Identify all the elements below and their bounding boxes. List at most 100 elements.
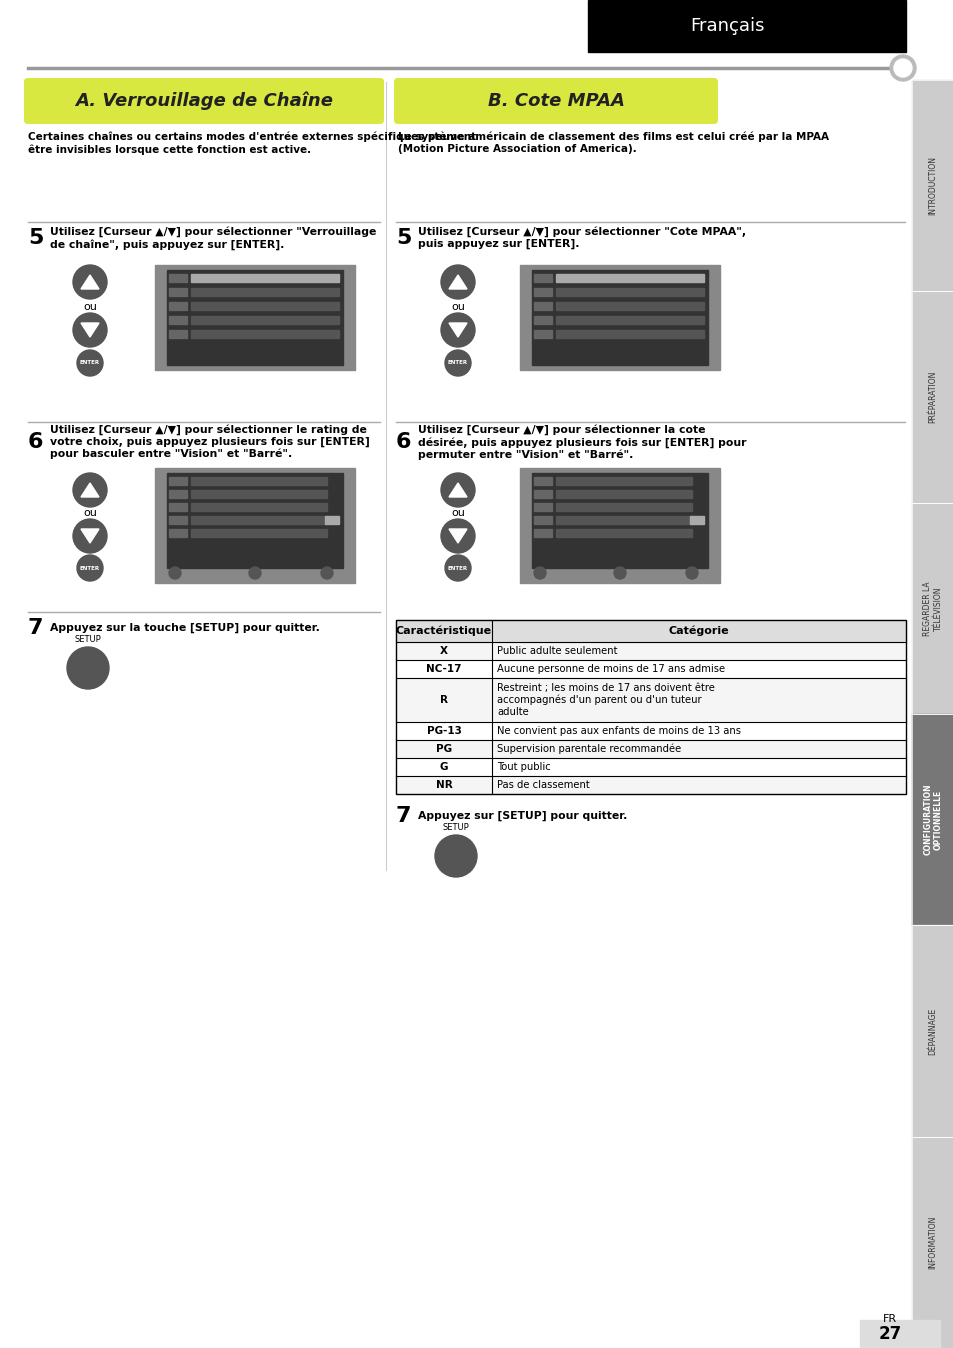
Bar — [169, 528, 187, 537]
Bar — [911, 1136, 953, 1348]
Text: Appuyez sur la touche [SETUP] pour quitter.: Appuyez sur la touche [SETUP] pour quitt… — [50, 623, 319, 634]
Bar — [911, 80, 953, 291]
Polygon shape — [449, 324, 467, 337]
Text: Utilisez [Curseur ▲/▼] pour sélectionner "Cote MPAA",
puis appuyez sur [ENTER].: Utilisez [Curseur ▲/▼] pour sélectionner… — [417, 226, 745, 249]
Circle shape — [889, 55, 915, 81]
Bar — [534, 288, 552, 297]
Bar — [556, 503, 691, 511]
Text: ENTER: ENTER — [80, 566, 100, 570]
Text: ou: ou — [83, 302, 97, 311]
Circle shape — [249, 568, 261, 580]
Bar — [532, 270, 707, 365]
Circle shape — [893, 59, 911, 77]
Bar — [169, 503, 187, 511]
Circle shape — [169, 568, 181, 580]
Text: Appuyez sur [SETUP] pour quitter.: Appuyez sur [SETUP] pour quitter. — [417, 811, 627, 821]
Text: NC-17: NC-17 — [426, 665, 461, 674]
Bar — [191, 302, 338, 310]
Bar — [325, 516, 338, 524]
Bar — [167, 270, 343, 365]
Bar — [395, 678, 905, 723]
Bar — [911, 1136, 953, 1348]
Polygon shape — [449, 483, 467, 497]
Polygon shape — [81, 483, 99, 497]
FancyBboxPatch shape — [394, 78, 718, 124]
Bar — [556, 274, 703, 282]
Text: ou: ou — [451, 302, 464, 311]
Bar — [534, 330, 552, 338]
Bar — [154, 468, 355, 582]
Polygon shape — [449, 275, 467, 288]
Text: Le système américain de classement des films est celui créé par la MPAA
(Motion : Le système américain de classement des f… — [397, 132, 828, 154]
Circle shape — [73, 266, 107, 299]
Text: INTRODUCTION: INTRODUCTION — [927, 156, 937, 216]
Text: INFORMATION: INFORMATION — [927, 1216, 937, 1268]
Text: ENTER: ENTER — [448, 566, 468, 570]
FancyBboxPatch shape — [24, 78, 384, 124]
Bar — [911, 291, 953, 503]
Circle shape — [77, 350, 103, 376]
Bar — [395, 661, 905, 678]
Text: 6: 6 — [395, 431, 411, 452]
Bar — [395, 723, 905, 740]
Circle shape — [444, 350, 471, 376]
Bar — [395, 758, 905, 776]
Bar — [191, 288, 338, 297]
Polygon shape — [81, 275, 99, 288]
Text: ENTER: ENTER — [80, 360, 100, 365]
Polygon shape — [449, 528, 467, 543]
Bar — [395, 620, 905, 642]
Bar — [169, 477, 187, 485]
Bar — [556, 491, 691, 497]
Bar — [395, 620, 905, 794]
Bar — [167, 473, 343, 568]
Bar — [911, 714, 953, 925]
Bar — [534, 503, 552, 511]
Text: 27: 27 — [878, 1325, 901, 1343]
Bar — [534, 516, 552, 524]
Bar — [587, 0, 905, 53]
Text: Catégorie: Catégorie — [668, 625, 728, 636]
Circle shape — [444, 555, 471, 581]
Circle shape — [440, 473, 475, 507]
Text: ou: ou — [83, 508, 97, 518]
Bar — [169, 315, 187, 324]
Text: PRÉPARATION: PRÉPARATION — [927, 371, 937, 423]
Text: Français: Français — [690, 18, 764, 35]
Text: Public adulte seulement: Public adulte seulement — [497, 646, 617, 656]
Bar — [556, 288, 703, 297]
Text: Caractéristique: Caractéristique — [395, 625, 492, 636]
Text: REGARDER LA
TÉLÉVISION: REGARDER LA TÉLÉVISION — [923, 581, 942, 636]
Circle shape — [320, 568, 333, 580]
Text: X: X — [439, 646, 448, 656]
Bar — [859, 1320, 939, 1348]
Bar — [191, 516, 327, 524]
Bar — [169, 516, 187, 524]
Bar — [532, 473, 707, 568]
Bar — [534, 528, 552, 537]
Text: Tout public: Tout public — [497, 762, 550, 772]
Text: Utilisez [Curseur ▲/▼] pour sélectionner la cote
désirée, puis appuyez plusieurs: Utilisez [Curseur ▲/▼] pour sélectionner… — [417, 425, 745, 460]
Bar — [534, 491, 552, 497]
Text: 5: 5 — [28, 228, 43, 248]
Text: Utilisez [Curseur ▲/▼] pour sélectionner "Verrouillage
de chaîne", puis appuyez : Utilisez [Curseur ▲/▼] pour sélectionner… — [50, 226, 376, 249]
Bar — [191, 477, 327, 485]
Text: G: G — [439, 762, 448, 772]
Circle shape — [73, 473, 107, 507]
Bar — [154, 266, 355, 369]
Bar — [911, 714, 953, 925]
Bar — [169, 302, 187, 310]
Bar — [911, 503, 953, 714]
Bar — [519, 468, 720, 582]
Bar — [191, 315, 338, 324]
Circle shape — [73, 313, 107, 346]
Text: DÉPANNAGE: DÉPANNAGE — [927, 1007, 937, 1054]
Text: NR: NR — [436, 780, 452, 790]
Circle shape — [435, 834, 476, 878]
Circle shape — [440, 266, 475, 299]
Text: B. Cote MPAA: B. Cote MPAA — [487, 92, 624, 111]
Text: Aucune personne de moins de 17 ans admise: Aucune personne de moins de 17 ans admis… — [497, 665, 724, 674]
Text: CONFIGURATION
OPTIONNELLE: CONFIGURATION OPTIONNELLE — [923, 783, 942, 856]
Bar — [169, 491, 187, 497]
Bar — [534, 302, 552, 310]
